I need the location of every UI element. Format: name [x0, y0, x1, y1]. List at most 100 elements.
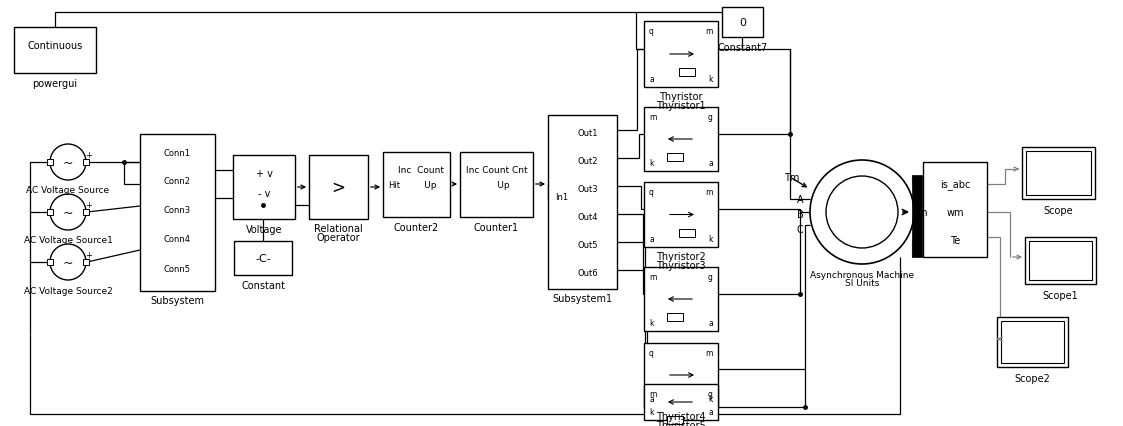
- Text: k: k: [649, 319, 654, 328]
- Bar: [643, 183, 718, 248]
- Text: + v: + v: [256, 169, 273, 178]
- Text: Out3: Out3: [577, 185, 597, 194]
- Bar: [923, 163, 987, 257]
- Bar: [47, 210, 53, 216]
- Text: ~: ~: [63, 206, 73, 219]
- Text: SI Units: SI Units: [844, 279, 879, 288]
- Text: a: a: [709, 159, 713, 168]
- Bar: [643, 108, 718, 172]
- Text: is_abc: is_abc: [940, 179, 970, 190]
- Text: Counter1: Counter1: [474, 222, 519, 233]
- Text: In1: In1: [555, 193, 568, 202]
- Text: Scope1: Scope1: [1042, 290, 1078, 300]
- Text: a: a: [709, 408, 713, 417]
- Text: a: a: [709, 319, 713, 328]
- Text: q: q: [649, 349, 654, 358]
- Text: Thyristor1: Thyristor1: [656, 101, 706, 111]
- Text: AC Voltage Source2: AC Voltage Source2: [24, 286, 112, 295]
- Text: - v: - v: [258, 189, 271, 199]
- Circle shape: [827, 177, 898, 248]
- Text: Constant: Constant: [241, 280, 285, 290]
- Text: Subsystem1: Subsystem1: [553, 294, 612, 303]
- Bar: [309, 155, 368, 219]
- Text: q: q: [649, 188, 654, 197]
- Text: Thyristor3: Thyristor3: [656, 260, 706, 271]
- Bar: [47, 160, 53, 166]
- Bar: [667, 154, 683, 161]
- Text: -C-: -C-: [255, 253, 271, 263]
- Bar: [83, 259, 89, 265]
- Bar: [140, 135, 214, 291]
- Text: g: g: [709, 113, 713, 122]
- Text: g: g: [709, 390, 713, 399]
- Text: wm: wm: [947, 207, 964, 218]
- Text: Conn2: Conn2: [164, 177, 191, 186]
- Bar: [383, 153, 450, 218]
- Text: Inc Count Cnt: Inc Count Cnt: [466, 166, 528, 175]
- Text: k: k: [649, 408, 654, 417]
- Bar: [1026, 152, 1092, 196]
- Bar: [1001, 321, 1063, 363]
- Text: k: k: [649, 159, 654, 168]
- Bar: [667, 313, 683, 321]
- Bar: [13, 28, 95, 74]
- Circle shape: [51, 245, 86, 280]
- Text: m: m: [649, 390, 656, 399]
- Text: a: a: [649, 75, 654, 84]
- Text: m: m: [917, 207, 926, 218]
- Text: C: C: [796, 225, 803, 234]
- Bar: [643, 268, 718, 331]
- Bar: [83, 210, 89, 216]
- Text: m: m: [705, 188, 713, 197]
- Text: 0: 0: [739, 18, 746, 28]
- Text: g: g: [709, 273, 713, 282]
- Text: +: +: [85, 251, 92, 260]
- Text: A: A: [796, 195, 803, 204]
- Text: >: >: [331, 178, 346, 196]
- Bar: [1029, 242, 1092, 280]
- Bar: [47, 259, 53, 265]
- Bar: [679, 69, 695, 77]
- Text: AC Voltage Source: AC Voltage Source: [27, 186, 110, 195]
- Text: k: k: [709, 75, 713, 84]
- Text: m: m: [649, 113, 656, 122]
- Text: Conn5: Conn5: [164, 264, 191, 273]
- Text: a: a: [649, 235, 654, 244]
- Text: Asynchronous Machine: Asynchronous Machine: [810, 270, 914, 279]
- Text: Continuous: Continuous: [27, 41, 83, 51]
- Bar: [1022, 148, 1095, 199]
- Text: B: B: [796, 210, 803, 219]
- Text: Out2: Out2: [577, 157, 597, 166]
- Text: AC Voltage Source1: AC Voltage Source1: [24, 236, 112, 245]
- Text: Up: Up: [407, 181, 436, 190]
- Text: Thyristor2: Thyristor2: [656, 251, 706, 262]
- Circle shape: [51, 145, 86, 181]
- Text: m: m: [705, 349, 713, 358]
- Text: Counter2: Counter2: [394, 222, 439, 233]
- Bar: [722, 8, 763, 38]
- Bar: [1025, 237, 1096, 284]
- Text: +: +: [85, 201, 92, 210]
- Bar: [679, 229, 695, 237]
- Text: k: k: [709, 235, 713, 244]
- Text: Out4: Out4: [577, 213, 597, 222]
- Text: Up: Up: [483, 181, 510, 190]
- Text: ~: ~: [63, 156, 73, 169]
- Text: ~: ~: [63, 256, 73, 269]
- Text: m: m: [705, 27, 713, 36]
- Text: k: k: [709, 394, 713, 403]
- Text: Hit: Hit: [389, 181, 400, 190]
- Text: Operator: Operator: [317, 233, 360, 242]
- Bar: [234, 242, 292, 275]
- Text: Relational: Relational: [314, 224, 363, 233]
- Text: Out6: Out6: [577, 269, 597, 278]
- Text: Conn1: Conn1: [164, 148, 191, 157]
- Text: Thyristor4: Thyristor4: [656, 411, 706, 421]
- Text: +: +: [85, 151, 92, 160]
- Circle shape: [51, 195, 86, 230]
- Bar: [548, 116, 617, 289]
- Bar: [667, 416, 683, 424]
- Text: m: m: [649, 273, 656, 282]
- Bar: [643, 22, 718, 88]
- Circle shape: [810, 161, 914, 265]
